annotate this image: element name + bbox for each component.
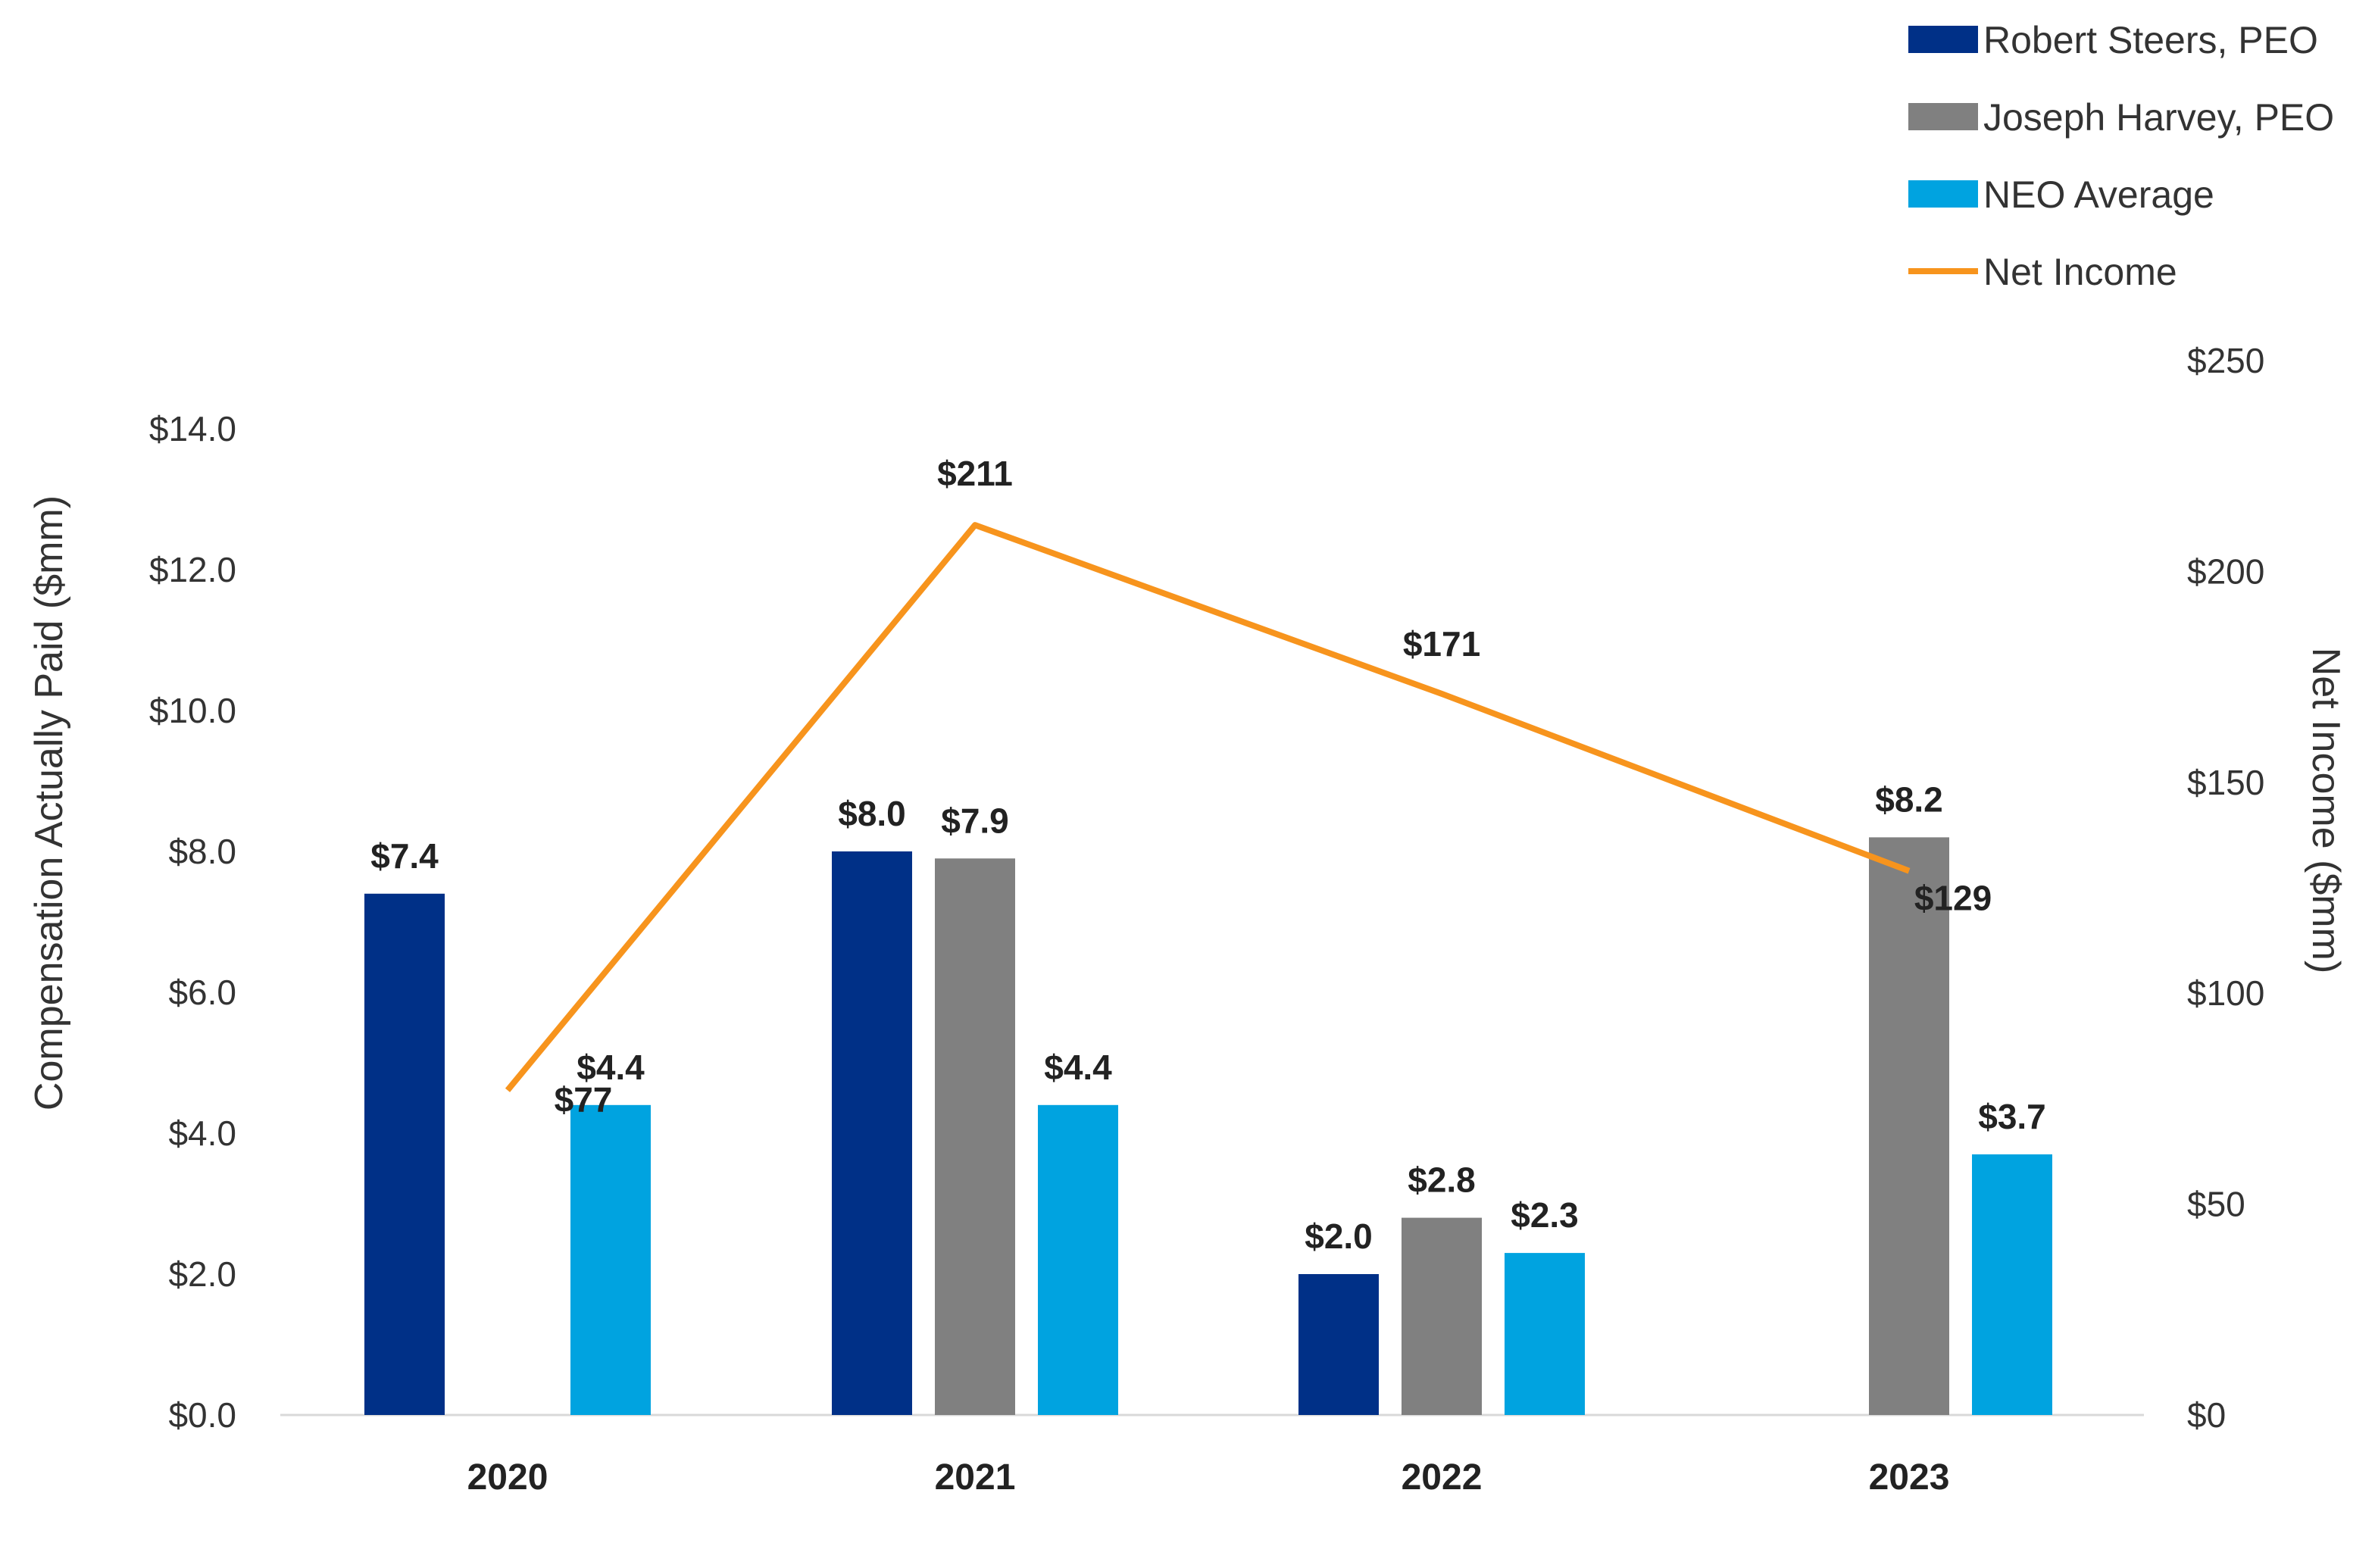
x-tick-label: 2020 bbox=[467, 1457, 548, 1498]
bar bbox=[364, 893, 445, 1415]
legend-swatch bbox=[1908, 103, 1978, 130]
bar-value-label: $4.4 bbox=[1044, 1048, 1112, 1087]
net-income-value-label: $171 bbox=[1403, 624, 1480, 664]
y-tick-left: $0.0 bbox=[168, 1395, 236, 1435]
net-income-value-label: $77 bbox=[555, 1079, 613, 1119]
y-tick-right: $250 bbox=[2187, 341, 2264, 380]
bar bbox=[1298, 1274, 1379, 1415]
bar bbox=[570, 1104, 651, 1415]
bar bbox=[935, 858, 1015, 1415]
bar bbox=[1505, 1253, 1585, 1415]
legend-label: Robert Steers, PEO bbox=[1983, 19, 2318, 61]
bar-value-label: $3.7 bbox=[1978, 1097, 2046, 1136]
y-tick-right: $0 bbox=[2187, 1395, 2226, 1435]
bar bbox=[1972, 1154, 2052, 1415]
net-income-line-layer bbox=[505, 522, 1911, 1092]
legend-swatch bbox=[1908, 180, 1978, 208]
y-axis-title-right: Net Income ($mm) bbox=[2304, 648, 2348, 974]
net-income-line bbox=[505, 522, 1911, 1092]
x-axis: 2020 2021 2022 2023 bbox=[467, 1457, 1950, 1498]
y-tick-left: $8.0 bbox=[168, 832, 236, 871]
bar-value-label: $8.2 bbox=[1875, 779, 1943, 819]
bar-value-label: $7.4 bbox=[370, 836, 439, 876]
y-axis-left: $0.0 $2.0 $4.0 $6.0 $8.0 $10.0 $12.0 $14.0 bbox=[149, 409, 236, 1435]
bars bbox=[364, 837, 2052, 1415]
bar-value-label: $2.0 bbox=[1305, 1217, 1373, 1256]
legend-label: NEO Average bbox=[1983, 173, 2214, 216]
y-tick-right: $100 bbox=[2187, 973, 2264, 1013]
x-tick-label: 2022 bbox=[1402, 1457, 1483, 1498]
y-tick-right: $200 bbox=[2187, 551, 2264, 591]
y-tick-left: $14.0 bbox=[149, 409, 236, 448]
y-tick-left: $2.0 bbox=[168, 1254, 236, 1294]
y-axis-right: $0 $50 $100 $150 $200 $250 bbox=[2187, 341, 2264, 1435]
bar-value-label: $7.9 bbox=[941, 801, 1009, 840]
legend-label: Net Income bbox=[1983, 251, 2177, 293]
bar-value-label: $8.0 bbox=[838, 794, 906, 833]
bar-value-label: $4.4 bbox=[577, 1048, 645, 1087]
bar bbox=[1869, 837, 1949, 1415]
x-tick-label: 2021 bbox=[935, 1457, 1016, 1498]
y-tick-left: $12.0 bbox=[149, 550, 236, 589]
legend-swatch bbox=[1908, 26, 1978, 53]
bar-value-label: $2.3 bbox=[1511, 1195, 1579, 1235]
y-tick-left: $10.0 bbox=[149, 691, 236, 730]
legend: Robert Steers, PEO Joseph Harvey, PEO NEO … bbox=[1908, 19, 2334, 293]
net-income-value-label: $211 bbox=[937, 454, 1013, 493]
y-axis-title-left: Compensation Actually Paid ($mm) bbox=[27, 495, 71, 1110]
x-tick-label: 2023 bbox=[1869, 1457, 1950, 1498]
bar bbox=[1402, 1217, 1482, 1415]
bar bbox=[832, 851, 912, 1415]
y-tick-right: $150 bbox=[2187, 763, 2264, 802]
y-tick-left: $6.0 bbox=[168, 973, 236, 1012]
bar bbox=[1038, 1104, 1118, 1415]
data-labels: $7.4 $4.4 $8.0 $7.9 $4.4 $2.0 $2.8 $2.3 $8.2 $3.7… bbox=[370, 454, 2046, 1256]
bar-value-label: $2.8 bbox=[1408, 1160, 1476, 1200]
y-tick-right: $50 bbox=[2187, 1185, 2245, 1224]
y-tick-left: $4.0 bbox=[168, 1114, 236, 1153]
net-income-value-label: $129 bbox=[1914, 879, 1992, 918]
legend-label: Joseph Harvey, PEO bbox=[1983, 96, 2334, 139]
